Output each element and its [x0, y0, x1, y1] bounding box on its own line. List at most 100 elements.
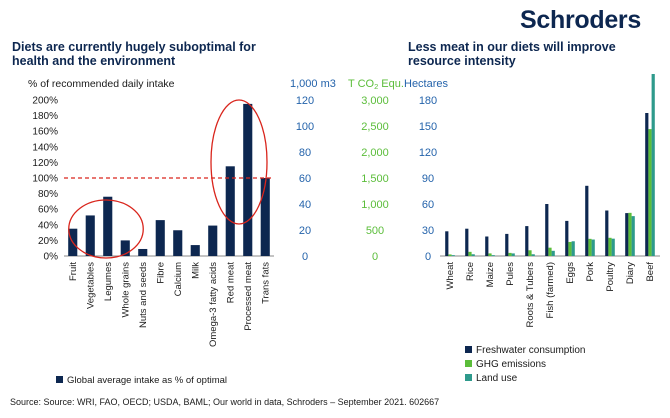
right-axis-2-tick: 90 [422, 173, 434, 185]
right-bar-pork-2 [591, 239, 595, 256]
right-axis-0-tick: 100 [296, 121, 314, 133]
right-legend-swatch-0 [465, 346, 472, 353]
left-category-label: Nuts and seeds [138, 262, 149, 328]
left-title-line-1: Diets are currently hugely suboptimal fo… [12, 40, 256, 54]
right-bar-pules-0 [505, 233, 509, 256]
right-axis-0-tick: 20 [299, 225, 311, 237]
right-bar-pork-0 [585, 185, 589, 256]
right-axis-1-tick: 3,000 [361, 95, 389, 107]
highlight-ellipse-meat [210, 99, 268, 225]
left-bar-trans-fats [260, 178, 270, 256]
right-bar-wheat-1 [448, 254, 452, 256]
left-bar-milk [190, 245, 200, 256]
right-axis-0-tick: 80 [299, 147, 311, 159]
left-category-label: Trans fats [260, 262, 271, 304]
right-axis-1-tick: 0 [372, 251, 378, 263]
right-bar-roots-tubers-2 [531, 254, 535, 256]
left-bar-vegetables [85, 215, 95, 256]
left-category-label: Legumes [103, 262, 114, 301]
right-axis-2-tick: 180 [419, 95, 437, 107]
right-axis-1-tick: 1,000 [361, 199, 389, 211]
right-bar-roots-tubers-1 [528, 250, 532, 256]
right-category-label: Pules [505, 262, 516, 286]
right-bar-roots-tubers-0 [525, 226, 529, 256]
right-title-line-2: resource intensity [408, 54, 516, 68]
right-category-label: Roots & Tubers [525, 262, 536, 328]
left-category-label: Red meat [225, 262, 236, 304]
right-bar-fish-farmed--1 [548, 247, 552, 256]
left-category-label: Calcium [173, 262, 184, 296]
right-legend-label-2: Land use [476, 373, 518, 384]
left-y-tick-label: 200% [32, 96, 58, 107]
right-bar-diary-1 [628, 212, 632, 256]
right-bar-maize-2 [491, 255, 495, 256]
right-bar-eggs-0 [565, 220, 569, 256]
right-axis-2-tick: 120 [419, 147, 437, 159]
right-axis-1-tick: 2,500 [361, 121, 389, 133]
right-axis-label-1: T CO2 Equ. [348, 78, 404, 91]
left-y-tick-label: 60% [38, 205, 58, 216]
left-legend-swatch [56, 376, 63, 383]
source-note: Source: Source: WRI, FAO, OECD; USDA, BA… [10, 397, 440, 407]
left-category-label: Processed meat [243, 262, 254, 331]
left-y-tick-label: 100% [32, 174, 58, 185]
right-chart-title: Less meat in our diets will improve reso… [408, 40, 668, 68]
left-bar-omega-3-fatty-acids [208, 225, 218, 256]
right-bar-diary-0 [625, 213, 629, 256]
highlight-ellipse-plant-foods [68, 199, 144, 259]
diet-intake-chart: % of recommended daily intake 0% 20% 40% 60%… [28, 78, 274, 386]
right-bar-fish-farmed--2 [551, 250, 555, 256]
left-legend-label: Global average intake as % of optimal [67, 375, 227, 386]
right-bar-eggs-1 [568, 241, 572, 256]
right-bar-beef-1 [648, 129, 652, 256]
co2-label-suffix: Equ. [378, 78, 404, 90]
right-bar-poultry-1 [608, 237, 612, 256]
right-bar-pules-2 [511, 253, 515, 256]
right-legend-label-0: Freshwater consumption [476, 345, 586, 356]
left-y-tick-label: 20% [38, 236, 58, 247]
right-axis-1-tick: 2,000 [361, 147, 389, 159]
right-axis-2-tick: 60 [422, 199, 434, 211]
right-bar-beef-2 [651, 74, 655, 256]
left-y-tick-label: 180% [32, 111, 58, 122]
right-bar-poultry-2 [611, 238, 615, 256]
right-category-label: Fish (farmed) [545, 262, 556, 318]
left-chart-title: Diets are currently hugely suboptimal fo… [12, 40, 312, 68]
right-axis-0-tick: 40 [299, 199, 311, 211]
left-bar-processed-meat [243, 103, 253, 257]
left-bar-fibre [155, 220, 165, 256]
right-axis-label-2: Hectares [404, 78, 449, 90]
co2-label-prefix: T CO [348, 78, 375, 90]
right-axis-0-tick: 120 [296, 95, 314, 107]
right-axis-1-tick: 1,500 [361, 173, 389, 185]
left-category-label: Omega-3 fatty acids [208, 262, 219, 347]
right-bar-wheat-2 [451, 255, 455, 256]
schroders-logo: Schroders [520, 6, 641, 34]
left-bar-legumes [103, 196, 113, 256]
right-category-label: Rice [465, 262, 476, 281]
right-bar-beef-0 [645, 113, 649, 256]
right-bar-eggs-2 [571, 241, 575, 256]
right-axis-0-tick: 0 [302, 251, 308, 263]
left-y-tick-label: 120% [32, 158, 58, 169]
left-title-line-2: health and the environment [12, 54, 176, 68]
right-axis-label-0: 1,000 m3 [290, 78, 336, 90]
left-category-label: Vegetables [85, 262, 96, 309]
right-bar-pork-1 [588, 238, 592, 256]
right-bar-rice-1 [468, 251, 472, 256]
left-y-axis-label: % of recommended daily intake [28, 78, 175, 90]
right-bar-rice-0 [465, 228, 469, 256]
left-bar-red-meat [225, 166, 235, 256]
right-category-label: Eggs [565, 262, 576, 284]
left-bar-whole-grains [120, 240, 130, 256]
right-axis-2-tick: 150 [419, 121, 437, 133]
right-category-label: Wheat [445, 262, 456, 290]
left-y-tick-label: 80% [38, 189, 58, 200]
right-axis-2-tick: 0 [425, 251, 431, 263]
right-legend-swatch-1 [465, 360, 472, 367]
co2-label-sub: 2 [374, 82, 378, 91]
left-y-tick-label: 140% [32, 142, 58, 153]
right-bar-wheat-0 [445, 231, 449, 256]
